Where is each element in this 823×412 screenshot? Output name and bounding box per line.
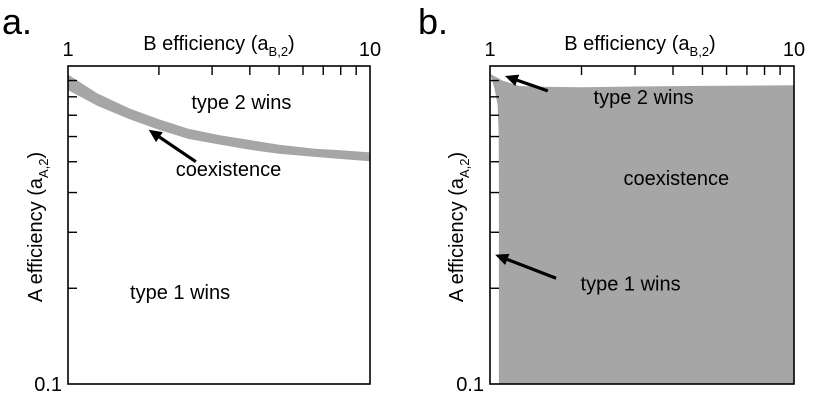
panel-a-xlabel: B efficiency (aB,2) [143,33,294,59]
panel-b-arrow-shaft [506,257,557,280]
panel-b-label: b. [418,1,448,42]
panel-a-arrow-head [148,129,163,143]
panel-b-x-tick-label: 10 [783,39,805,61]
panel-b-plot-area: 1 10 0.1 type 2 wins coexistence type 1 wins [456,39,805,396]
panel-b-arrow-head [504,74,520,86]
panel-b-coexistence-region [490,73,794,385]
panel-b-y-tick-label: 0.1 [456,374,484,396]
panel-a-plot-area: 1 10 0.1 type 2 wins coexistence type 1 wins [34,39,381,396]
panel-a-annotation-coexistence: coexistence [176,159,282,181]
panel-b-x-tick-label: 1 [484,39,495,61]
panel-a-annotation-type-2-wins: type 2 wins [191,92,291,114]
panel-b-annotation-type-1-wins: type 1 wins [581,274,681,296]
panel-b-arrow-head [495,253,510,266]
panel-a-x-tick-label: 1 [62,39,73,61]
panel-b-plot-frame [489,65,795,385]
panel-b-ylabel: A efficiency (aA,2) [446,152,472,302]
panel-b-xlabel: B efficiency (aB,2) [564,33,715,59]
panel-b-arrow-shaft [516,78,549,93]
panel-a-ylabel: A efficiency (aA,2) [25,152,51,302]
panel-b-annotation-type-2-wins: type 2 wins [594,87,694,109]
panel-a-coexistence-band [68,74,370,162]
panel-a-label: a. [2,1,32,42]
panel-b-annotation-coexistence: coexistence [623,168,729,190]
panel-b: b. B efficiency (aB,2) A efficiency (aA,… [418,1,805,396]
panel-a-annotation-type-1-wins: type 1 wins [130,282,230,304]
panel-a-plot-frame [67,65,371,385]
panel-a-x-tick-label: 10 [359,39,381,61]
panel-a-arrow-shaft [158,135,197,164]
panel-a-y-tick-label: 0.1 [34,374,62,396]
panel-a: a. B efficiency (aB,2) A efficiency (aA,… [2,1,381,396]
